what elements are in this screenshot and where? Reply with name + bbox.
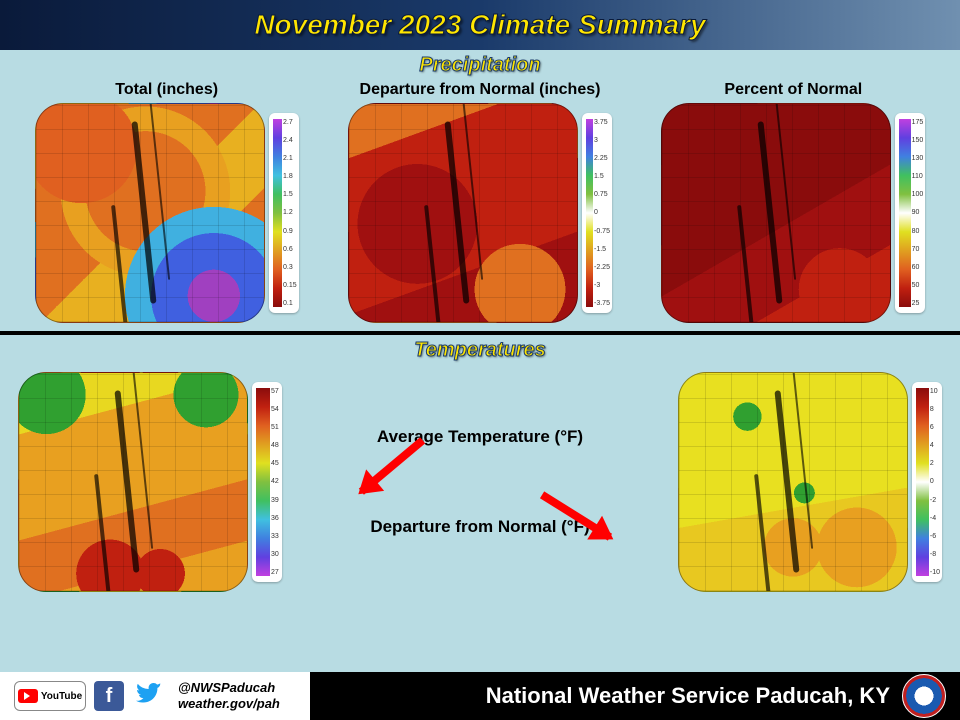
twitter-handle: @NWSPaducah	[178, 680, 280, 696]
map-title: Percent of Normal	[724, 81, 862, 99]
legend-precip-total: 2.72.42.11.81.51.20.90.60.30.150.1	[269, 113, 299, 313]
map-temp-departure	[678, 372, 908, 592]
section-label-temp: Temperatures	[0, 335, 960, 366]
nws-logo-icon	[902, 674, 946, 718]
legend-bar	[916, 388, 929, 576]
map-precip-percent	[661, 103, 891, 323]
youtube-icon[interactable]: YouTube	[14, 681, 86, 711]
legend-precip-dep: 3.7532.251.50.750-0.75-1.5-2.25-3-3.75	[582, 113, 612, 313]
map-precip-total	[35, 103, 265, 323]
precipitation-row: Total (inches) 2.72.42.11.81.51.20.90.60…	[0, 81, 960, 331]
label-avg-temp: Average Temperature (°F)	[377, 427, 583, 447]
map-block-precip-dep: Departure from Normal (inches) 3.7532.25…	[348, 81, 612, 323]
page-title: November 2023 Climate Summary	[254, 9, 705, 41]
legend-ticks: 3.7532.251.50.750-0.75-1.5-2.25-3-3.75	[593, 119, 610, 307]
legend-ticks: 5754514845423936333027	[270, 388, 279, 576]
social-icons: YouTube f @NWSPaducah weather.gov/pah	[0, 680, 280, 711]
footer-bar: YouTube f @NWSPaducah weather.gov/pah Na…	[0, 672, 960, 720]
social-handles: @NWSPaducah weather.gov/pah	[178, 680, 280, 711]
website-url: weather.gov/pah	[178, 696, 280, 712]
footer-org: National Weather Service Paducah, KY	[486, 683, 890, 709]
map-block-precip-total: Total (inches) 2.72.42.11.81.51.20.90.60…	[35, 81, 299, 323]
header-bar: November 2023 Climate Summary	[0, 0, 960, 50]
label-dep-temp: Departure from Normal (°F)	[370, 517, 589, 537]
legend-ticks: 175150130110100908070605025	[911, 119, 924, 307]
legend-ticks: 2.72.42.11.81.51.20.90.60.30.150.1	[282, 119, 297, 307]
legend-bar	[273, 119, 282, 307]
twitter-icon[interactable]	[132, 681, 166, 711]
legend-bar	[256, 388, 270, 576]
temp-labels-center: Average Temperature (°F) Departure from …	[282, 372, 678, 592]
legend-temp-dep: 1086420-2-4-6-8-10	[912, 382, 942, 582]
map-block-precip-pct: Percent of Normal 1751501301101009080706…	[661, 81, 925, 323]
legend-bar	[586, 119, 593, 307]
temperature-row: 5754514845423936333027 Average Temperatu…	[0, 366, 960, 592]
legend-ticks: 1086420-2-4-6-8-10	[929, 388, 940, 576]
map-title: Departure from Normal (inches)	[360, 81, 601, 99]
legend-temp-avg: 5754514845423936333027	[252, 382, 282, 582]
map-precip-departure	[348, 103, 578, 323]
legend-precip-pct: 175150130110100908070605025	[895, 113, 925, 313]
section-label-precip: Precipitation	[0, 50, 960, 81]
facebook-icon[interactable]: f	[94, 681, 124, 711]
map-title: Total (inches)	[115, 81, 218, 99]
legend-bar	[899, 119, 910, 307]
map-temp-average	[18, 372, 248, 592]
